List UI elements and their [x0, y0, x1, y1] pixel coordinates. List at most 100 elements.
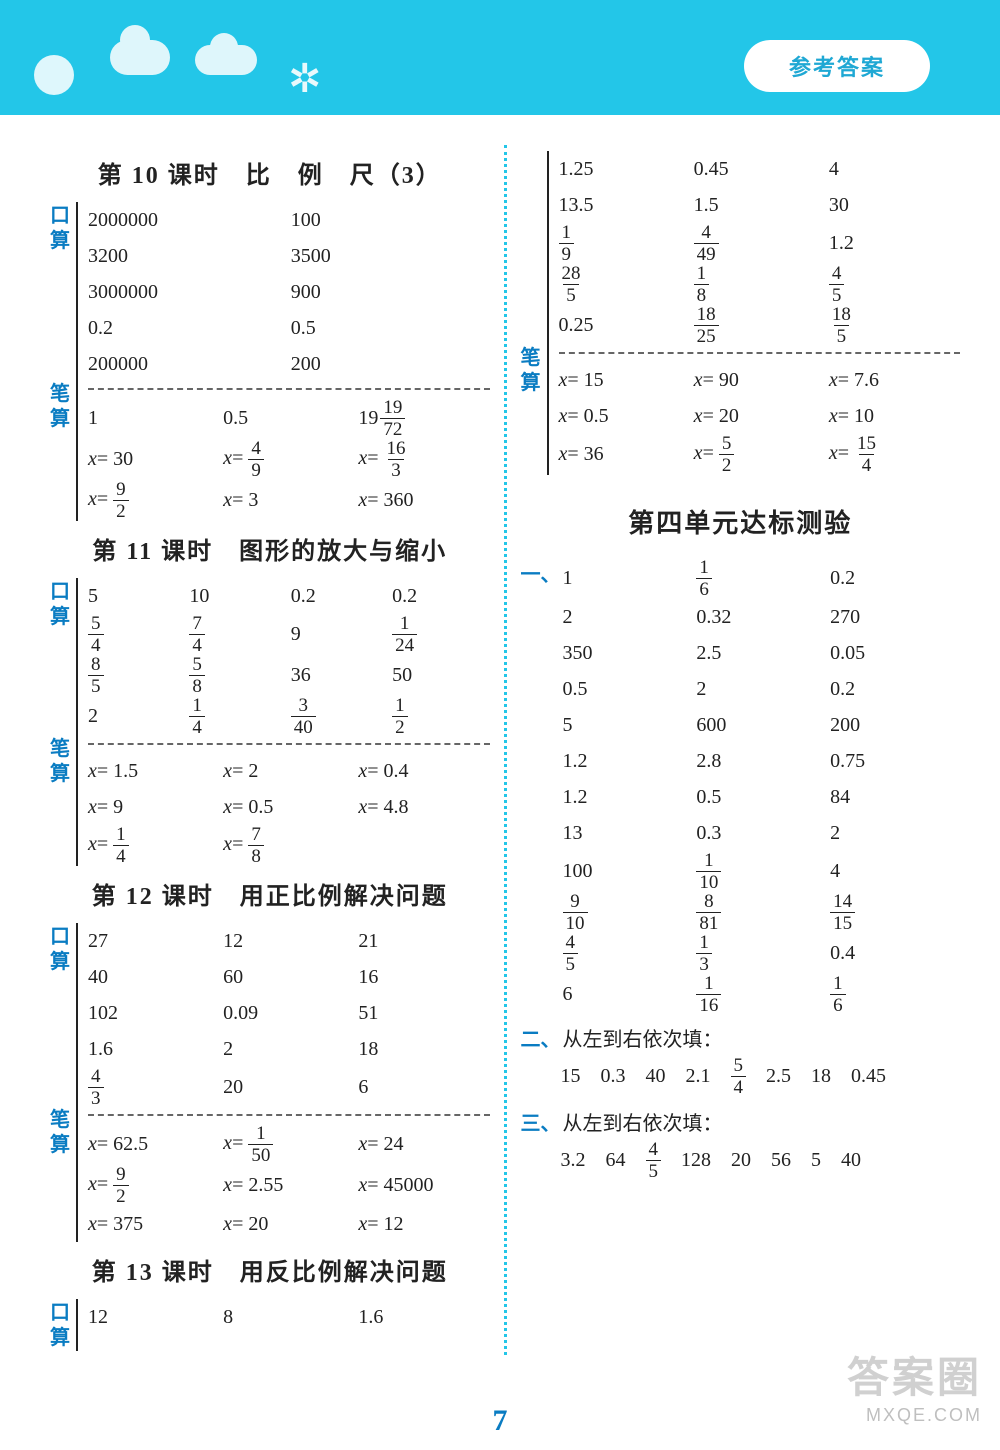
data-cell: 0.5	[291, 317, 490, 340]
data-row: 1281.6	[88, 1299, 490, 1335]
data-cell: 8	[223, 1306, 354, 1329]
flow-value: 3.2	[561, 1149, 586, 1172]
bisuan-tag: 笔算	[50, 380, 76, 521]
question-2: 二、 从左到右依次填：	[521, 1023, 961, 1052]
data-row: 43206	[88, 1067, 490, 1108]
s10-kousuan: 口算 20000001003200350030000009000.20.5200…	[50, 202, 490, 382]
question-1: 一、 1160.220.322703502.50.050.520.2560020…	[521, 558, 961, 1015]
data-cell: 10	[189, 585, 286, 608]
data-cell: x= 3	[223, 489, 354, 512]
data-cell: 16	[696, 558, 826, 599]
data-cell: 51	[358, 1002, 489, 1025]
data-cell: 19	[559, 223, 690, 264]
bisuan-tag: 笔算	[50, 1106, 76, 1242]
cont-kousuan: 1.250.45413.51.530194491.228518450.25182…	[521, 151, 961, 346]
data-cell: x= 62.5	[88, 1133, 219, 1156]
data-cell: 4	[830, 860, 960, 883]
data-cell: 2.8	[696, 750, 826, 773]
q2-label: 二、	[521, 1023, 561, 1052]
data-row: 32003500	[88, 238, 490, 274]
data-cell: x= 0.5	[559, 405, 690, 428]
data-row: 130.32	[563, 815, 961, 851]
flow-value: 45	[646, 1140, 662, 1181]
data-cell: x= 10	[829, 405, 960, 428]
data-row: 54749124	[88, 614, 490, 655]
data-cell: 1.2	[563, 786, 693, 809]
data-cell: x= 14	[88, 825, 219, 866]
data-row: 1.250.454	[559, 151, 961, 187]
data-cell: x= 78	[223, 825, 354, 866]
data-row: 20.32270	[563, 599, 961, 635]
page-number: 7	[493, 1404, 508, 1438]
data-cell: x= 92	[88, 1165, 219, 1206]
data-cell: 13.5	[559, 194, 690, 217]
data-cell: 340	[291, 696, 388, 737]
data-cell: 12	[392, 696, 489, 737]
data-cell: 881	[696, 892, 826, 933]
data-cell: 9	[291, 623, 388, 646]
data-row: 0.520.2	[563, 671, 961, 707]
flow-value: 56	[771, 1149, 791, 1172]
kousuan-tag: 口算	[50, 578, 76, 737]
data-cell: 30	[829, 194, 960, 217]
data-row: 0.251825185	[559, 305, 961, 346]
data-cell: x= 150	[223, 1124, 354, 1165]
data-cell: 900	[291, 281, 490, 304]
data-cell: x= 375	[88, 1213, 219, 1236]
data-cell: 27	[88, 930, 219, 953]
data-row: 200000200	[88, 346, 490, 382]
data-cell: 910	[563, 892, 693, 933]
data-cell: 449	[694, 223, 825, 264]
s11-kousuan: 口算 5100.20.2547491248558365021434012	[50, 578, 490, 737]
data-row: x= 14x= 78	[88, 825, 490, 866]
q3-label: 三、	[521, 1107, 561, 1136]
kousuan-tag: 口算	[50, 202, 76, 382]
kousuan-tag	[521, 151, 547, 346]
s12-bisuan: 笔算 x= 62.5x= 150x= 24x= 92x= 2.55x= 4500…	[50, 1106, 490, 1242]
data-cell: 116	[696, 974, 826, 1015]
section-title: 第 10 课时 比 例 尺（3）	[50, 155, 490, 190]
data-cell: 0.2	[392, 585, 489, 608]
data-cell: 1.2	[829, 232, 960, 255]
data-cell: 5	[88, 585, 185, 608]
q3-head: 从左到右依次填：	[563, 1107, 961, 1136]
data-row: 611616	[563, 974, 961, 1015]
flow-value: 20	[731, 1149, 751, 1172]
data-cell: 2	[563, 606, 693, 629]
watermark-line2: MXQE.COM	[847, 1405, 982, 1426]
data-row: 3000000900	[88, 274, 490, 310]
s11-bisuan: 笔算 x= 1.5x= 2x= 0.4x= 9x= 0.5x= 4.8x= 14…	[50, 735, 490, 866]
data-row: 1.20.584	[563, 779, 961, 815]
data-cell: 20	[223, 1076, 354, 1099]
data-cell: 0.2	[291, 585, 388, 608]
data-cell: 1.2	[563, 750, 693, 773]
right-column: 1.250.45413.51.530194491.228518450.25182…	[521, 145, 961, 1355]
data-cell: x= 163	[358, 439, 489, 480]
data-cell: 21	[358, 930, 489, 953]
data-cell: x= 2.55	[223, 1174, 354, 1197]
data-cell: 1.6	[88, 1038, 219, 1061]
flow-value: 128	[681, 1149, 711, 1172]
data-cell: x= 20	[223, 1213, 354, 1236]
data-row: 1160.2	[563, 558, 961, 599]
data-cell: 36	[291, 664, 388, 687]
column-divider	[504, 145, 507, 1355]
snowflake-icon: ✲	[288, 55, 322, 102]
q2-head: 从左到右依次填：	[563, 1023, 961, 1052]
data-row: 1001104	[563, 851, 961, 892]
data-cell: 40	[88, 966, 219, 989]
flow-value: 0.3	[601, 1065, 626, 1088]
flow-value: 18	[811, 1065, 831, 1088]
data-cell: 0.4	[830, 942, 960, 965]
data-row: 271221	[88, 923, 490, 959]
data-cell: x= 2	[223, 760, 354, 783]
cloud-icon	[34, 55, 74, 95]
section-title: 第 12 课时 用正比例解决问题	[50, 876, 490, 911]
data-cell: 12	[223, 930, 354, 953]
data-cell: x= 24	[358, 1133, 489, 1156]
data-cell: 0.25	[559, 314, 690, 337]
data-row: 85583650	[88, 655, 490, 696]
flow-value: 2.1	[686, 1065, 711, 1088]
data-row: 9108811415	[563, 892, 961, 933]
data-cell: 14	[189, 696, 286, 737]
